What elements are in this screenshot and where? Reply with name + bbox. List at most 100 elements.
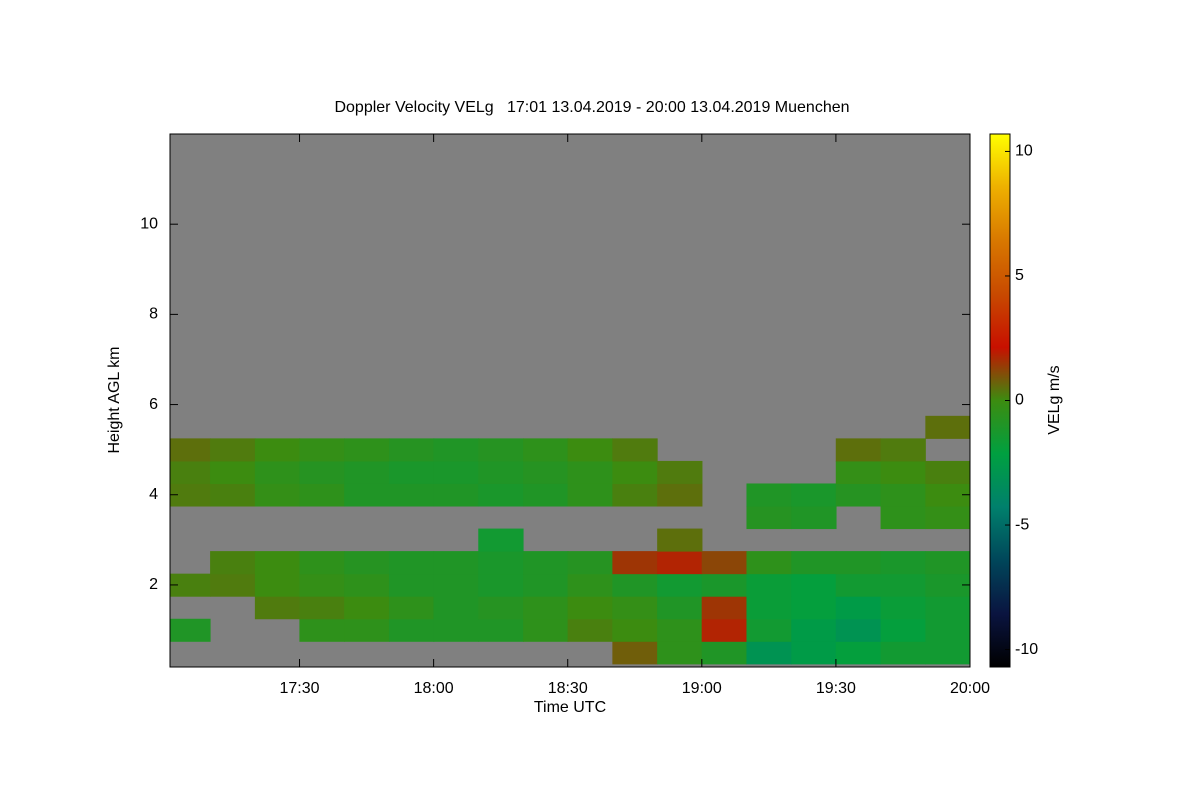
heatmap-cell: [880, 618, 926, 642]
colorbar-tick-label: 10: [1015, 143, 1033, 160]
heatmap-cell: [299, 438, 345, 462]
heatmap-cell: [344, 573, 390, 597]
heatmap-cell: [210, 573, 256, 597]
heatmap-cell: [478, 460, 524, 484]
colorbar-tick-label: -5: [1015, 516, 1029, 533]
heatmap-cell: [701, 618, 747, 642]
heatmap-cell: [478, 438, 524, 462]
x-tick-label: 19:00: [682, 680, 722, 697]
heatmap-cell: [388, 551, 435, 575]
heatmap-cell: [701, 573, 747, 597]
heatmap-cell: [433, 460, 479, 484]
heatmap-cell: [612, 573, 658, 597]
x-tick-label: 19:30: [816, 680, 856, 697]
heatmap-cell: [657, 596, 703, 620]
heatmap-cell: [746, 483, 792, 507]
heatmap-cell: [612, 483, 658, 507]
plot-frame: [169, 133, 971, 668]
heatmap-cell: [433, 573, 479, 597]
heatmap-cell: [433, 551, 479, 575]
heatmap-cell: [254, 551, 301, 575]
heatmap-cell: [612, 438, 658, 462]
heatmap-cell: [612, 551, 658, 575]
heatmap-cell: [299, 483, 345, 507]
heatmap-cell: [254, 460, 301, 484]
heatmap-cell: [835, 573, 882, 597]
heatmap-cell: [925, 573, 971, 597]
heatmap-cell: [612, 596, 658, 620]
heatmap-cell: [880, 551, 926, 575]
heatmap-cell: [925, 483, 971, 507]
x-tick-label: 20:00: [950, 680, 990, 697]
heatmap-cell: [254, 596, 301, 620]
heatmap-cell: [523, 596, 569, 620]
heatmap-cell: [254, 483, 301, 507]
x-tick-label: 18:30: [548, 680, 588, 697]
heatmap-cell: [388, 573, 435, 597]
heatmap-cell: [478, 483, 524, 507]
heatmap-cell: [567, 596, 613, 620]
heatmap-cell: [657, 460, 703, 484]
heatmap-cell: [791, 573, 837, 597]
x-tick-label: 18:00: [414, 680, 454, 697]
heatmap-cell: [478, 596, 524, 620]
heatmap-cell: [925, 460, 971, 484]
heatmap-cell: [388, 618, 435, 642]
heatmap-cell: [344, 483, 390, 507]
heatmap-cell: [701, 551, 747, 575]
heatmap-cell: [567, 438, 613, 462]
heatmap-cell: [210, 483, 256, 507]
heatmap-cell: [612, 618, 658, 642]
heatmap-cell: [170, 438, 211, 462]
heatmap-cell: [170, 460, 211, 484]
heatmap-cell: [835, 438, 882, 462]
colorbar-label: VELg m/s: [1046, 365, 1063, 434]
heatmap-cell: [523, 551, 569, 575]
heatmap-cell: [925, 596, 971, 620]
heatmap-cell: [433, 618, 479, 642]
heatmap-cell: [925, 506, 971, 530]
heatmap-cell: [657, 641, 703, 665]
heatmap-cell: [657, 573, 703, 597]
heatmap-cell: [746, 506, 792, 530]
heatmap-cell: [210, 460, 256, 484]
heatmap-cell: [388, 438, 435, 462]
heatmap-cell: [791, 618, 837, 642]
heatmap-cell: [925, 618, 971, 642]
heatmap-cell: [880, 483, 926, 507]
heatmap-cell: [612, 460, 658, 484]
heatmap-cell: [880, 573, 926, 597]
heatmap-cell: [344, 618, 390, 642]
heatmap-cell: [299, 618, 345, 642]
heatmap-cell: [344, 438, 390, 462]
heatmap-cell: [791, 483, 837, 507]
x-axis-label: Time UTC: [534, 699, 606, 716]
heatmap-cell: [746, 596, 792, 620]
heatmap-cell: [612, 641, 658, 665]
y-tick-label: 8: [149, 306, 158, 323]
heatmap-cell: [746, 641, 792, 665]
heatmap-cell: [170, 483, 211, 507]
heatmap-cell: [210, 438, 256, 462]
heatmap-cell: [344, 460, 390, 484]
heatmap-cell: [388, 596, 435, 620]
heatmap-cell: [478, 618, 524, 642]
heatmap-cell: [344, 596, 390, 620]
heatmap-cell: [791, 596, 837, 620]
heatmap-cell: [299, 460, 345, 484]
heatmap-cell: [210, 551, 256, 575]
y-tick-label: 10: [140, 215, 158, 232]
heatmap-cell: [170, 573, 211, 597]
heatmap-cell: [523, 438, 569, 462]
heatmap-cell: [701, 641, 747, 665]
heatmap-cell: [925, 551, 971, 575]
heatmap-cell: [567, 460, 613, 484]
heatmap-cell: [880, 641, 926, 665]
heatmap-cell: [567, 551, 613, 575]
heatmap-cell: [567, 483, 613, 507]
heatmap-cell: [746, 551, 792, 575]
heatmap-cell: [925, 641, 971, 665]
heatmap-cell: [299, 596, 345, 620]
heatmap-cell: [388, 460, 435, 484]
